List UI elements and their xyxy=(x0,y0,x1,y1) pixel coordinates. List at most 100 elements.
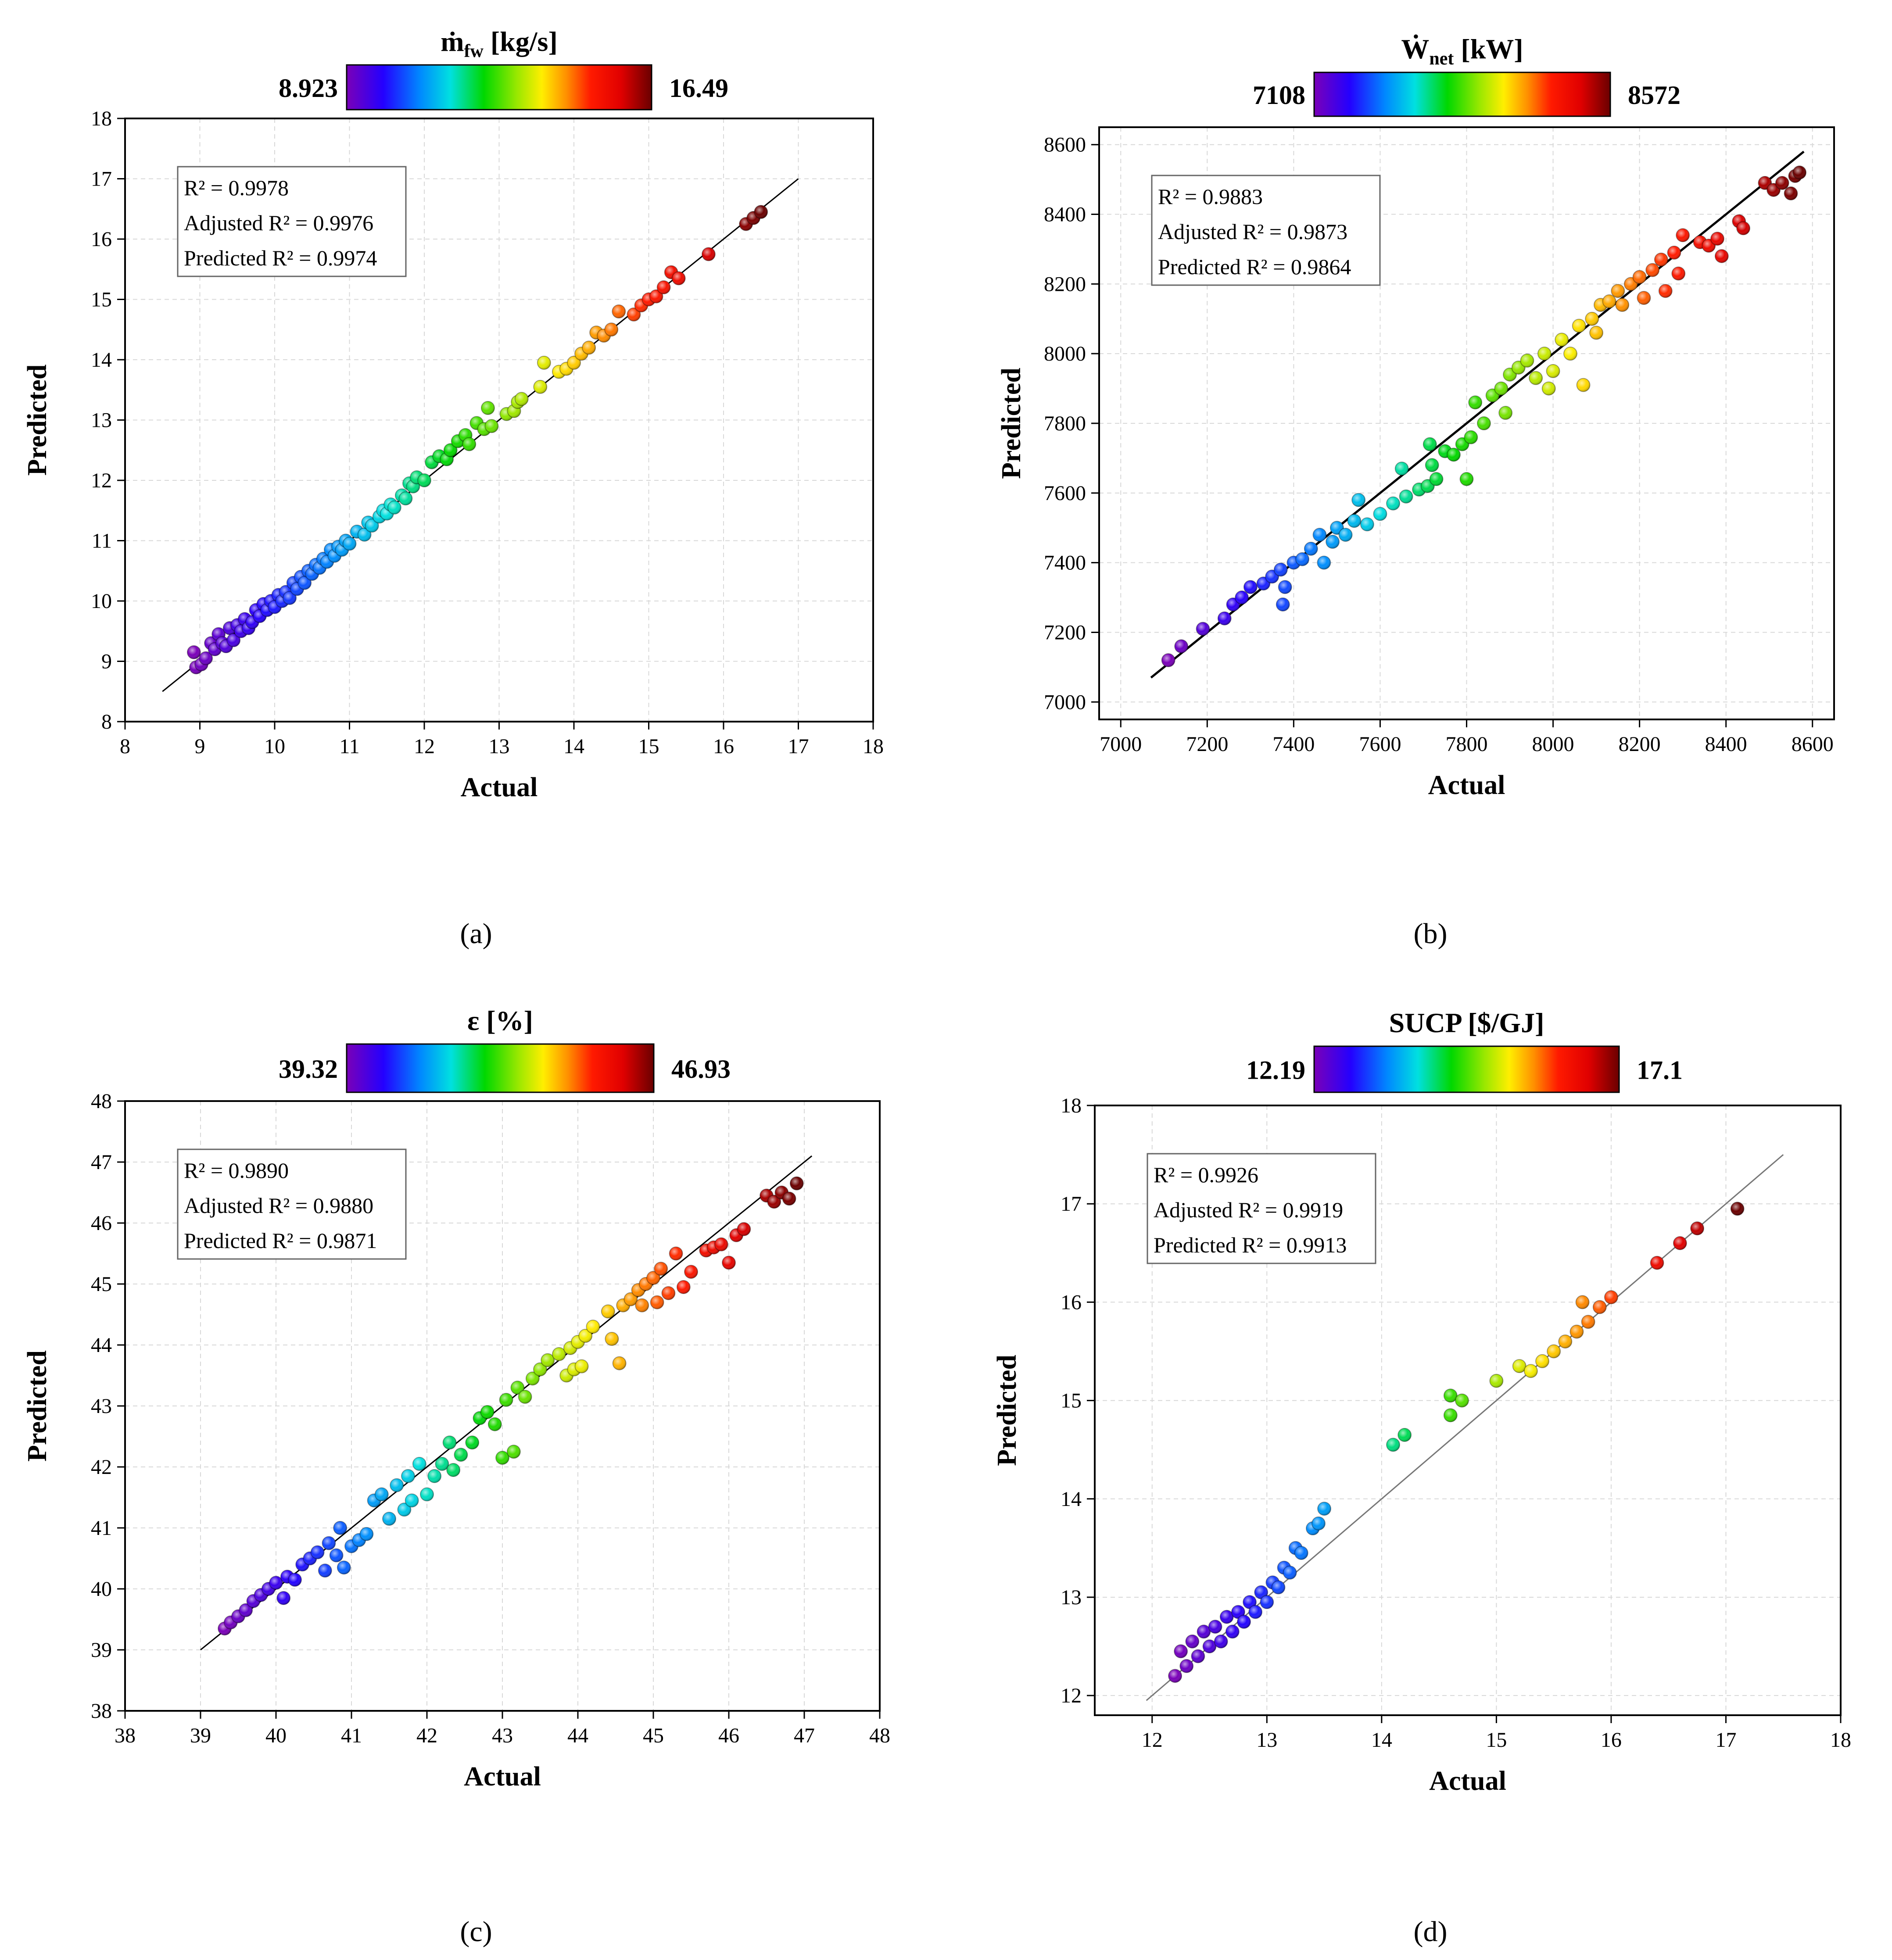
data-point-shade xyxy=(462,437,476,451)
data-point-shade xyxy=(575,1359,588,1373)
data-point-shade xyxy=(428,1469,441,1483)
data-point-shade xyxy=(1220,1610,1233,1624)
data-point-shade xyxy=(1537,347,1551,361)
data-point-shade xyxy=(714,1238,728,1251)
y-tick-label: 38 xyxy=(91,1699,112,1723)
data-point-shade xyxy=(1430,472,1443,486)
data-point-shade xyxy=(684,1265,698,1279)
data-point-shade xyxy=(515,392,528,406)
colorbar xyxy=(1313,1045,1620,1093)
colorbar-min-label: 8.923 xyxy=(279,74,338,103)
data-point-shade xyxy=(1602,295,1616,308)
data-point-shade xyxy=(1464,430,1478,444)
data-point-shade xyxy=(1423,437,1437,451)
colorbar-title-sub: net xyxy=(1429,49,1454,69)
data-point-shade xyxy=(1326,535,1340,548)
colorbar-title: SUCP [$/GJ] xyxy=(1389,1007,1544,1038)
data-point-shade xyxy=(649,290,663,303)
data-point-shade xyxy=(541,1353,555,1367)
data-point-shade xyxy=(567,356,580,369)
x-tick-label: 15 xyxy=(1486,1728,1507,1752)
data-point-shade xyxy=(499,1393,513,1407)
colorbar-title-main: ṁ xyxy=(441,26,464,57)
x-tick-label: 46 xyxy=(718,1724,739,1747)
data-point-shade xyxy=(1186,1635,1199,1648)
y-tick-label: 7800 xyxy=(1044,412,1086,435)
data-point-shade xyxy=(754,205,768,219)
data-point-shade xyxy=(333,1521,347,1534)
data-point-shade xyxy=(337,1561,351,1574)
x-tick-label: 13 xyxy=(1256,1728,1277,1752)
data-point-shade xyxy=(1633,270,1646,284)
data-point-shade xyxy=(657,281,670,294)
x-tick-label: 16 xyxy=(1601,1728,1622,1752)
y-tick-label: 45 xyxy=(91,1273,112,1296)
data-point-shade xyxy=(1563,347,1577,361)
y-tick-label: 16 xyxy=(91,228,112,251)
y-tick-label: 8000 xyxy=(1044,342,1086,365)
data-point-shade xyxy=(1529,371,1543,385)
data-point-shade xyxy=(375,1488,388,1501)
data-point-shade xyxy=(1274,563,1287,576)
data-point-shade xyxy=(518,1390,532,1404)
data-point-shade xyxy=(662,1286,675,1300)
data-point-shade xyxy=(420,1488,434,1501)
stats-line: R² = 0.9926 xyxy=(1154,1162,1258,1187)
y-tick-label: 7000 xyxy=(1044,690,1086,714)
data-point-shade xyxy=(507,1445,520,1459)
data-point-shade xyxy=(1775,176,1789,190)
y-tick-label: 10 xyxy=(91,590,112,613)
data-point-shade xyxy=(322,1536,336,1550)
data-point-shade xyxy=(1650,1256,1664,1270)
data-point-shade xyxy=(318,1564,332,1577)
data-point-shade xyxy=(383,1512,396,1526)
data-point-shade xyxy=(343,537,356,551)
data-point-shade xyxy=(1214,1635,1228,1648)
x-tick-label: 44 xyxy=(567,1724,588,1747)
data-point-shade xyxy=(454,1448,468,1462)
data-point-shade xyxy=(672,272,685,285)
data-point-shade xyxy=(1161,654,1175,667)
colorbar-max-label: 17.1 xyxy=(1637,1056,1683,1085)
data-point-shade xyxy=(1460,472,1473,486)
colorbar-title-main: SUCP [$/GJ] xyxy=(1389,1007,1544,1038)
data-point-shade xyxy=(187,645,201,659)
data-point-shade xyxy=(534,380,547,393)
x-tick-label: 41 xyxy=(341,1724,362,1747)
y-axis-label: Predicted xyxy=(992,1355,1022,1466)
data-point-shade xyxy=(1593,1300,1606,1314)
data-point-shade xyxy=(443,1436,456,1449)
data-point-shade xyxy=(1180,1659,1193,1673)
colorbar-title: Ẇnet [kW] xyxy=(1401,33,1523,69)
y-tick-label: 18 xyxy=(91,107,112,130)
panel-label: (d) xyxy=(1414,1916,1448,1948)
x-tick-label: 14 xyxy=(563,735,584,758)
colorbar xyxy=(1313,72,1611,117)
data-point-shade xyxy=(1317,556,1331,569)
data-point-shade xyxy=(1710,232,1724,246)
data-point-shade xyxy=(534,1363,547,1376)
y-tick-label: 9 xyxy=(101,650,112,673)
x-tick-label: 18 xyxy=(863,735,884,758)
y-tick-label: 42 xyxy=(91,1456,112,1479)
data-point-shade xyxy=(1196,622,1210,636)
data-point-shade xyxy=(1283,1566,1297,1579)
data-point-shade xyxy=(401,1469,415,1483)
data-point-shade xyxy=(390,1478,404,1492)
data-point-shade xyxy=(1646,263,1659,277)
colorbar-max-label: 16.49 xyxy=(669,74,728,103)
data-point-shade xyxy=(1691,1222,1704,1235)
x-tick-label: 8 xyxy=(120,735,130,758)
x-tick-label: 7600 xyxy=(1359,733,1401,756)
data-point-shade xyxy=(1304,542,1318,555)
data-point-shade xyxy=(782,1192,796,1205)
data-point-shade xyxy=(1499,406,1512,420)
data-point-shade xyxy=(1218,612,1231,625)
data-point-shade xyxy=(1387,1438,1400,1452)
data-point-shade xyxy=(1654,253,1668,266)
data-point-shade xyxy=(624,1292,638,1306)
chart-panel-b: 7000 7200 7400 7600 7800 8000 8200 8400 8600 7000… xyxy=(996,33,1835,950)
data-point-shade xyxy=(447,1463,460,1477)
data-point-shade xyxy=(1312,1516,1325,1530)
data-point-shade xyxy=(1637,291,1651,305)
